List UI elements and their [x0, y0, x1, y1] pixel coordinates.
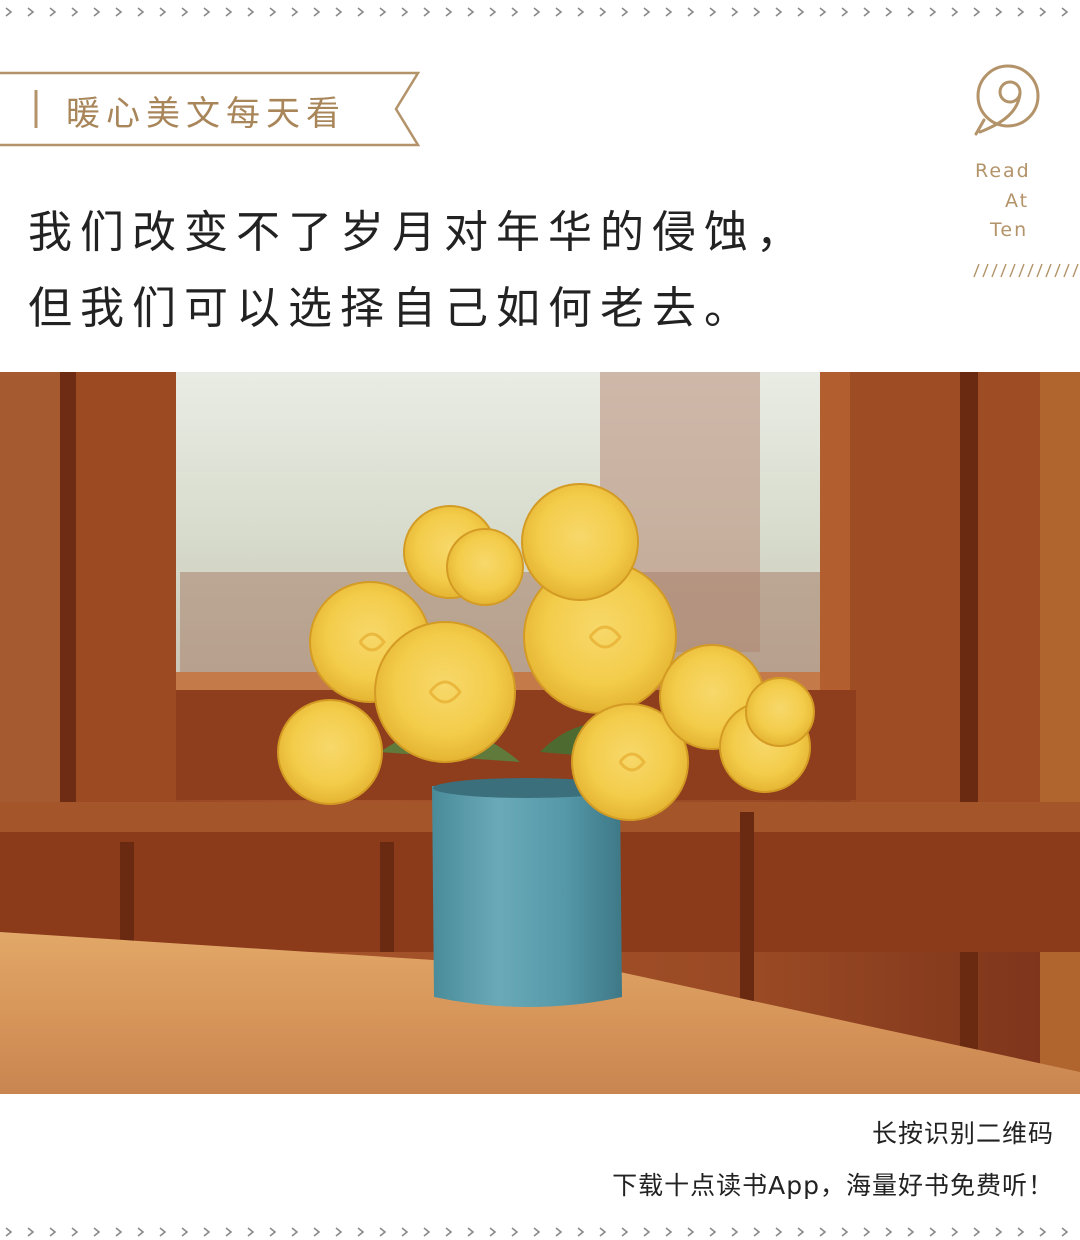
brand-text-read: Read — [975, 160, 1031, 182]
top-dashed-border — [0, 4, 1080, 18]
quote-line-1: 我们改变不了岁月对年华的侵蚀， — [28, 207, 808, 258]
quote-line-2: 但我们可以选择自己如何老去。 — [28, 283, 756, 334]
brand-logo-icon — [966, 60, 1046, 140]
brand-hatch-divider — [972, 260, 1080, 280]
tag-label: 暖心美文每天看 — [66, 94, 346, 134]
tag-banner — [0, 70, 424, 148]
flower-vase-photo — [0, 372, 1080, 1094]
footer-qr-hint: 长按识别二维码 — [871, 1119, 1054, 1148]
bottom-dashed-border — [0, 1224, 1080, 1238]
brand-text-ten: Ten — [990, 219, 1029, 241]
footer-app-promo: 下载十点读书App，海量好书免费听！ — [612, 1171, 1054, 1200]
brand-text-at: At — [1005, 190, 1030, 212]
